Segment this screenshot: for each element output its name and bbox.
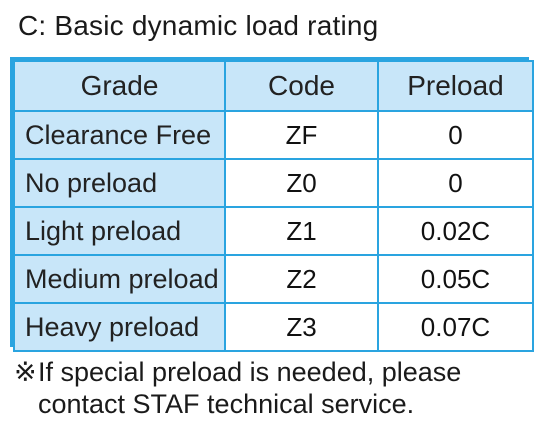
grade-cell: No preload [13,158,226,208]
grade-cell: Light preload [13,206,226,256]
code-cell: Z1 [224,206,379,256]
grade-cell: Clearance Free [13,110,226,160]
footnote-text-1: If special preload is needed, please [38,357,462,387]
code-cell: ZF [224,110,379,160]
table-header-row: Grade Code Preload [13,60,534,112]
code-cell: Z3 [224,302,379,352]
footnote-line-1: ※If special preload is needed, please [14,356,461,388]
grade-cell: Medium preload [13,254,226,304]
preload-grade-table: Grade Code Preload Clearance Free ZF 0 N… [13,60,534,352]
table-row: Medium preload Z2 0.05C [13,254,534,304]
grade-cell: Heavy preload [13,302,226,352]
footnote-line-2: contact STAF technical service. [38,389,415,419]
preload-cell: 0.05C [377,254,534,304]
table-row: Light preload Z1 0.02C [13,206,534,256]
code-cell: Z2 [224,254,379,304]
preload-table: Grade Code Preload Clearance Free ZF 0 N… [10,57,534,352]
footnote: ※If special preload is needed, please co… [14,356,461,420]
header-code: Code [224,60,379,112]
header-grade: Grade [13,60,226,112]
preload-cell: 0 [377,110,534,160]
preload-cell: 0.07C [377,302,534,352]
reference-mark-icon: ※ [14,357,37,387]
code-cell: Z0 [224,158,379,208]
preload-cell: 0 [377,158,534,208]
table-row: Clearance Free ZF 0 [13,110,534,160]
page-title: C: Basic dynamic load rating [18,10,379,41]
table-row: No preload Z0 0 [13,158,534,208]
header-preload: Preload [377,60,534,112]
preload-cell: 0.02C [377,206,534,256]
table-row: Heavy preload Z3 0.07C [13,302,534,352]
